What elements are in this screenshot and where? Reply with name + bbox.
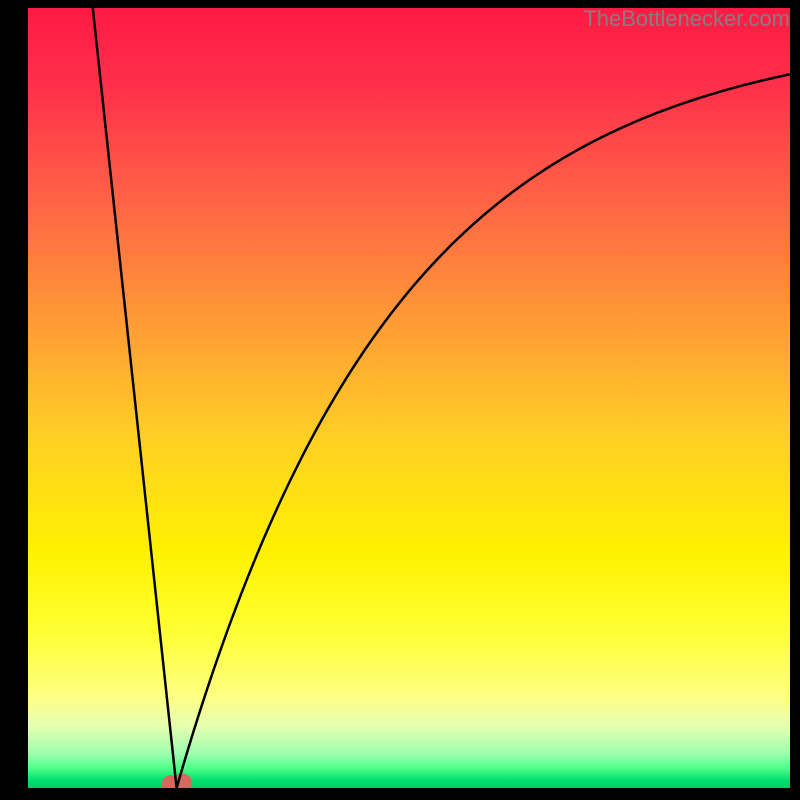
curve-overlay <box>28 8 790 788</box>
watermark-text: TheBottlenecker.com <box>583 6 790 32</box>
bottleneck-curve <box>93 8 790 788</box>
chart-container: TheBottlenecker.com <box>0 0 800 800</box>
